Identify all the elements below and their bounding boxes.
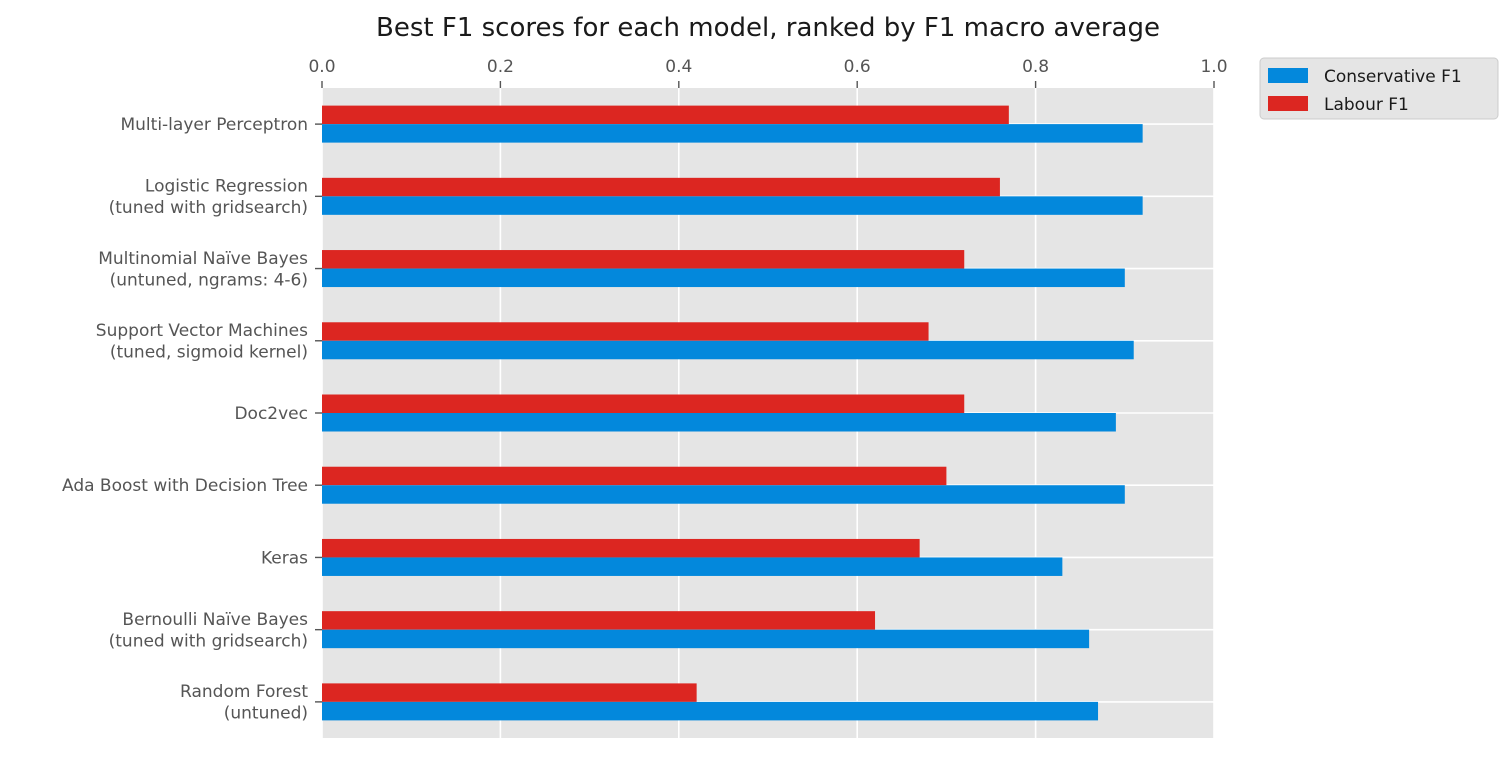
bar-conservative-f1 xyxy=(322,268,1125,288)
y-tick-label: (tuned with gridsearch) xyxy=(109,198,308,218)
bar-labour-f1 xyxy=(322,105,1009,125)
bar-labour-f1 xyxy=(322,611,876,630)
legend-swatch xyxy=(1268,96,1308,111)
bar-conservative-f1 xyxy=(322,485,1125,504)
y-tick-label: (tuned, sigmoid kernel) xyxy=(110,343,308,363)
bar-conservative-f1 xyxy=(322,701,1099,721)
y-tick-label: (untuned) xyxy=(224,704,308,724)
x-tick-label: 0.4 xyxy=(665,57,692,77)
bar-conservative-f1 xyxy=(322,413,1116,432)
y-axis-ticks: Multi-layer Perceptron Logistic Regressio… xyxy=(62,115,322,724)
y-tick-label: (tuned with gridsearch) xyxy=(109,631,308,651)
bar-labour-f1 xyxy=(322,394,965,413)
bar-labour-f1 xyxy=(322,466,947,486)
bar-labour-f1 xyxy=(322,322,929,341)
bar-conservative-f1 xyxy=(322,124,1143,143)
bar-conservative-f1 xyxy=(322,196,1143,215)
legend-box xyxy=(1259,57,1499,120)
bars xyxy=(322,105,1143,721)
bar-conservative-f1 xyxy=(322,340,1134,360)
bar-conservative-f1 xyxy=(322,629,1090,649)
y-tick-label: (untuned, ngrams: 4-6) xyxy=(110,270,308,290)
bar-labour-f1 xyxy=(322,683,697,702)
y-tick-label: Support Vector Machines xyxy=(96,321,308,341)
y-tick-label: Ada Boost with Decision Tree xyxy=(62,476,308,496)
y-tick-label: Logistic Regression xyxy=(145,177,308,197)
legend-label: Conservative F1 xyxy=(1324,67,1462,87)
bar-conservative-f1 xyxy=(322,557,1063,576)
x-tick-label: 0.6 xyxy=(844,57,871,77)
x-axis-ticks: 0.0 0.2 0.4 0.6 0.8 1.0 xyxy=(308,57,1228,88)
y-tick-label: Multinomial Naïve Bayes xyxy=(98,249,308,269)
legend-swatch xyxy=(1268,68,1308,83)
chart-title: Best F1 scores for each model, ranked by… xyxy=(376,13,1160,43)
legend-label: Labour F1 xyxy=(1324,95,1409,115)
x-tick-label: 1.0 xyxy=(1200,57,1227,77)
y-tick-label: Doc2vec xyxy=(234,404,308,424)
x-tick-label: 0.8 xyxy=(1022,57,1049,77)
x-tick-label: 0.2 xyxy=(487,57,514,77)
legend: Conservative F1 Labour F1 xyxy=(1259,57,1499,120)
bar-labour-f1 xyxy=(322,250,965,269)
y-tick-label: Multi-layer Perceptron xyxy=(120,115,308,135)
y-tick-label: Bernoulli Naïve Bayes xyxy=(122,610,308,630)
bar-labour-f1 xyxy=(322,177,1000,197)
x-tick-label: 0.0 xyxy=(308,57,335,77)
y-tick-label: Random Forest xyxy=(180,682,308,702)
y-tick-label: Keras xyxy=(261,548,308,568)
bar-labour-f1 xyxy=(322,538,920,558)
